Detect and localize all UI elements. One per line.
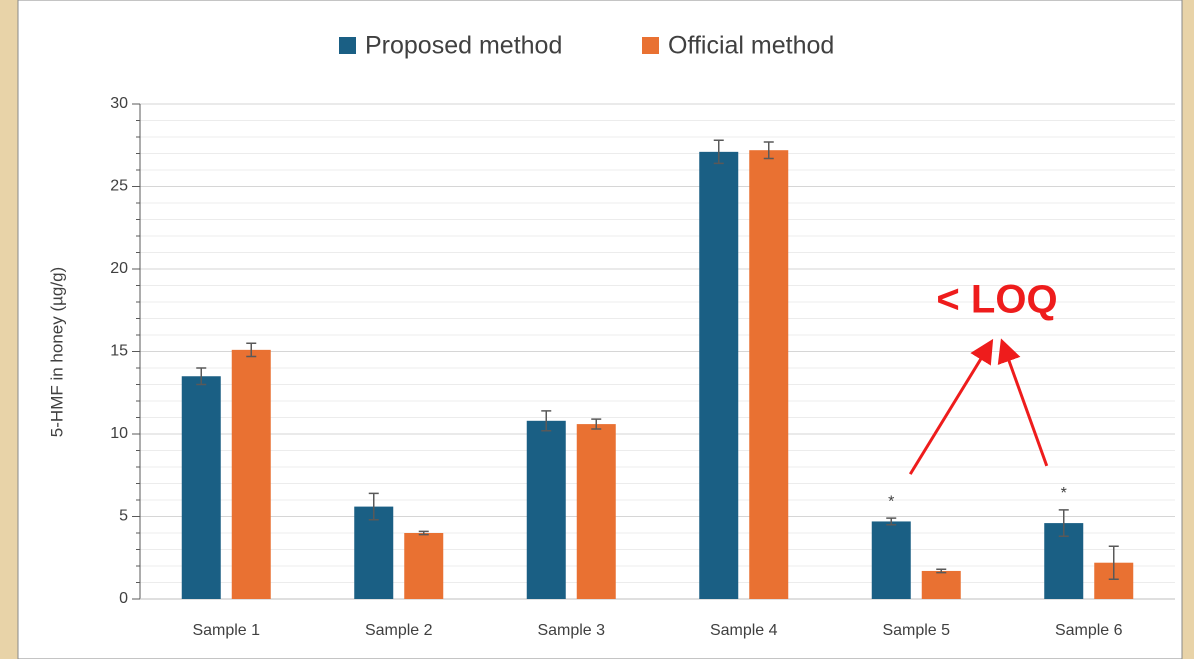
- error-bar: [368, 492, 379, 521]
- bar: [404, 533, 444, 599]
- x-tick-label: Sample 5: [882, 622, 950, 639]
- legend-swatch: [642, 37, 659, 54]
- error-bar: [591, 418, 602, 430]
- legend-label: Proposed method: [365, 32, 562, 60]
- annotation: < LOQ: [936, 278, 1057, 322]
- y-tick-label: 10: [110, 425, 128, 442]
- bar: [749, 150, 789, 599]
- x-tick-label: Sample 4: [710, 622, 778, 639]
- x-tick-label: Sample 2: [365, 622, 433, 639]
- error-bar: [541, 410, 552, 432]
- x-tick-label: Sample 3: [537, 622, 605, 639]
- y-tick-label: 0: [119, 590, 128, 607]
- error-bar: [1058, 509, 1069, 538]
- bar: [699, 151, 739, 599]
- legend-label: Official method: [668, 32, 834, 60]
- y-tick-label: 20: [110, 260, 128, 277]
- bar: [354, 506, 394, 599]
- legend-swatch: [339, 37, 356, 54]
- bar: [921, 570, 961, 599]
- error-bar: [936, 568, 947, 574]
- y-tick-label: 15: [110, 343, 128, 360]
- annotation-arrow: [997, 338, 1049, 467]
- bar: [526, 420, 566, 599]
- error-bar: [418, 530, 429, 536]
- error-bar: [196, 367, 207, 386]
- x-tick-label: Sample 1: [192, 622, 260, 639]
- error-bar: [763, 141, 774, 160]
- bar: [231, 349, 271, 599]
- y-tick-label: 25: [110, 178, 128, 195]
- y-tick-label: 5: [119, 508, 128, 525]
- x-tick-label: Sample 6: [1055, 622, 1123, 639]
- bar: [871, 521, 911, 599]
- y-tick-label: 30: [110, 95, 128, 112]
- error-bar: [246, 342, 257, 358]
- annotation-arrow: [908, 338, 994, 475]
- error-bar: [1108, 545, 1119, 580]
- bar: [181, 376, 221, 599]
- bar: [576, 424, 616, 599]
- error-bar: [886, 517, 897, 526]
- y-axis-label: 5-HMF in honey (µg/g): [47, 267, 66, 437]
- error-bar: [713, 139, 724, 165]
- asterisk: *: [888, 493, 894, 510]
- asterisk: *: [1061, 485, 1067, 502]
